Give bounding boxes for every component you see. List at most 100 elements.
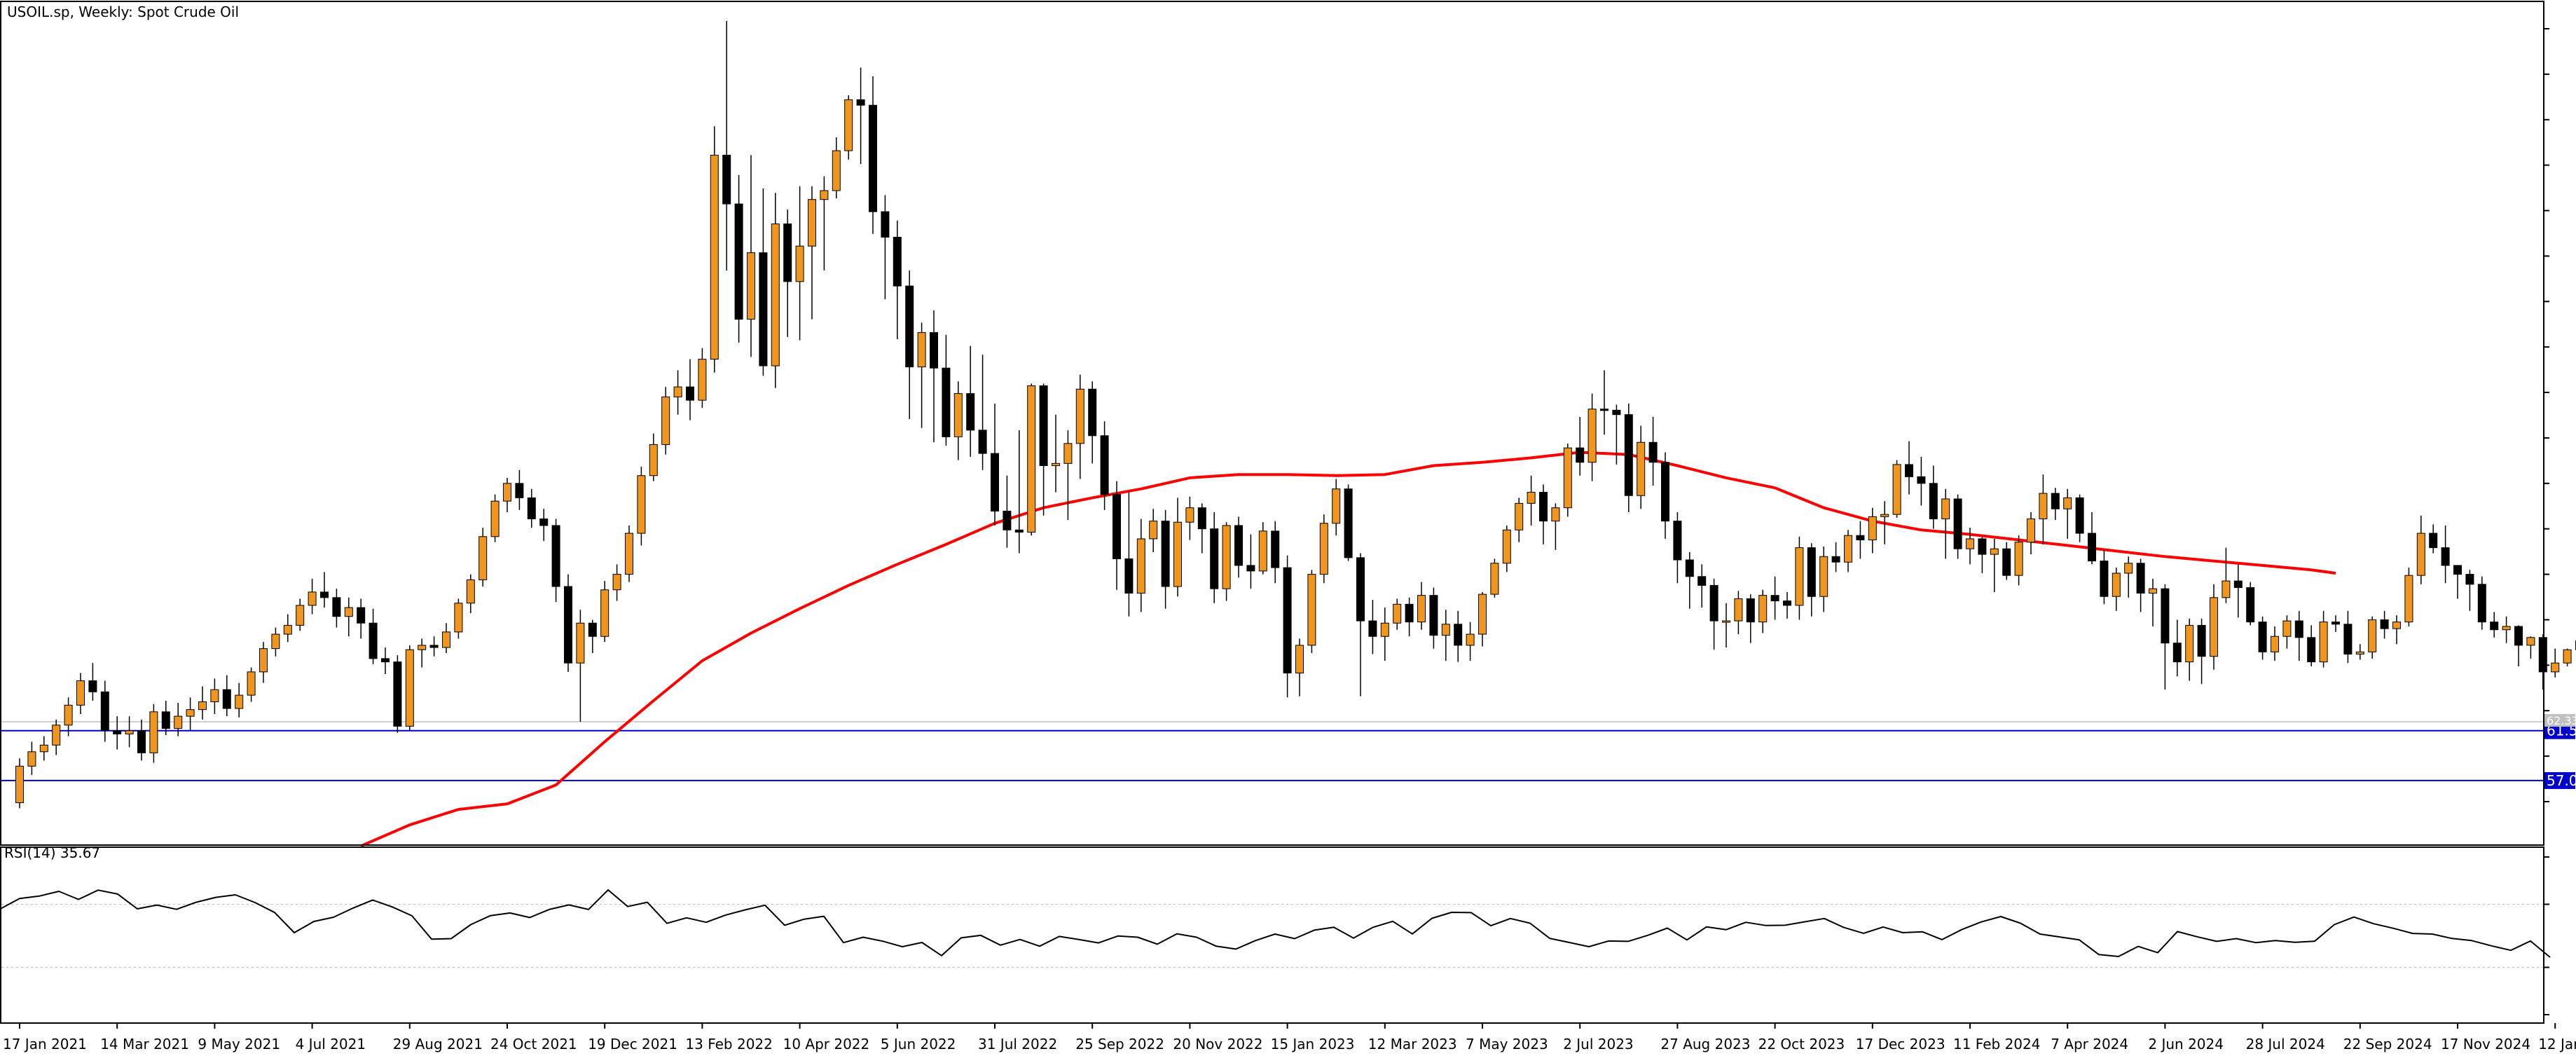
candle xyxy=(1844,530,1852,572)
candle xyxy=(2294,610,2303,661)
candle-body xyxy=(1576,447,1585,463)
level-price-tag xyxy=(2544,771,2575,789)
candle xyxy=(1807,543,1816,617)
candle-body xyxy=(2343,624,2353,655)
candle xyxy=(1210,512,1219,603)
candle xyxy=(2332,615,2340,632)
candle-body xyxy=(2075,497,2084,534)
candle xyxy=(2441,525,2450,584)
candle-body xyxy=(2404,575,2413,623)
candle-body xyxy=(1917,476,1926,484)
candle xyxy=(515,469,524,510)
candle-body xyxy=(442,631,450,648)
candle xyxy=(1258,522,1267,575)
candle-body xyxy=(1990,548,1999,555)
candle-body xyxy=(1661,462,1669,522)
candle xyxy=(1539,484,1548,544)
candle-body xyxy=(820,190,829,200)
candle-body xyxy=(1405,603,1414,623)
candle-body xyxy=(2039,493,2048,519)
candle xyxy=(710,126,719,373)
candle-body xyxy=(1113,494,1121,559)
candle-body xyxy=(2282,620,2292,637)
candle xyxy=(612,564,621,601)
candle-body xyxy=(2514,626,2523,646)
candle-body xyxy=(1052,462,1060,467)
date-axis-label: 22 Oct 2023 xyxy=(1758,1036,1845,1052)
candle-body xyxy=(1502,529,1511,564)
candle-body xyxy=(503,483,511,502)
candle xyxy=(1770,576,1779,620)
date-axis-label: 19 Dec 2021 xyxy=(588,1036,677,1052)
candle-body xyxy=(27,751,36,767)
candle xyxy=(2538,634,2547,690)
candle-body xyxy=(966,393,975,431)
candle xyxy=(2477,576,2486,630)
candle-body xyxy=(1039,385,1048,467)
candle xyxy=(893,220,902,340)
candle-body xyxy=(161,711,170,729)
candle-body xyxy=(2380,619,2389,629)
candle xyxy=(1063,430,1073,521)
candlestick-series xyxy=(15,20,2576,809)
candle xyxy=(2551,648,2560,678)
candle xyxy=(747,155,755,357)
candle xyxy=(661,387,670,455)
candle-body xyxy=(2429,533,2438,549)
candle xyxy=(832,137,841,199)
candle-body xyxy=(869,104,877,212)
candle xyxy=(2465,570,2474,611)
candle xyxy=(76,673,85,714)
candle-body xyxy=(1417,595,1426,623)
candle-body xyxy=(2502,626,2511,631)
candle xyxy=(1490,558,1499,598)
candle-body xyxy=(2100,561,2109,597)
candle-body xyxy=(551,525,560,587)
candle xyxy=(1124,492,1134,617)
candle xyxy=(2380,610,2389,639)
candle-body xyxy=(1222,525,1231,589)
candle xyxy=(1819,547,1828,612)
chart-frame xyxy=(0,1,2544,1024)
candle-body xyxy=(2197,624,2206,657)
candle-body xyxy=(1490,563,1499,595)
candle xyxy=(1417,582,1426,630)
candle xyxy=(1551,503,1560,550)
candle-body xyxy=(2563,649,2572,664)
candle xyxy=(2502,616,2511,643)
candle-body xyxy=(588,622,597,637)
candle-body xyxy=(1356,557,1365,622)
candle xyxy=(296,598,305,631)
candle xyxy=(1003,475,1012,548)
date-axis-label: 17 Nov 2024 xyxy=(2441,1036,2530,1052)
candle xyxy=(2429,524,2438,554)
date-axis-label: 17 Dec 2023 xyxy=(1856,1036,1945,1052)
candle-body xyxy=(222,689,231,709)
candle xyxy=(2368,616,2377,659)
candle-body xyxy=(76,680,85,706)
candle-body xyxy=(1307,574,1316,646)
candle-body xyxy=(2149,588,2157,594)
candle-body xyxy=(1746,598,1755,623)
candle xyxy=(905,270,914,420)
candle xyxy=(357,598,366,639)
candle-body xyxy=(308,591,317,606)
candle-body xyxy=(1393,603,1402,624)
last-price-label: 62.33 xyxy=(2547,714,2576,727)
candle xyxy=(1161,509,1170,609)
candle xyxy=(1234,516,1243,578)
candle-body xyxy=(1587,409,1597,463)
candle-body xyxy=(381,658,390,663)
candle xyxy=(271,627,280,657)
candle-body xyxy=(1380,622,1389,637)
candle xyxy=(344,597,353,637)
date-axis-label: 4 Jul 2021 xyxy=(296,1036,366,1052)
candle xyxy=(1319,514,1328,584)
candle-body xyxy=(673,386,682,397)
candle xyxy=(2563,648,2572,666)
candle xyxy=(174,703,183,736)
candle-body xyxy=(490,500,500,537)
candle xyxy=(490,494,500,542)
candle-body xyxy=(1770,595,1779,602)
